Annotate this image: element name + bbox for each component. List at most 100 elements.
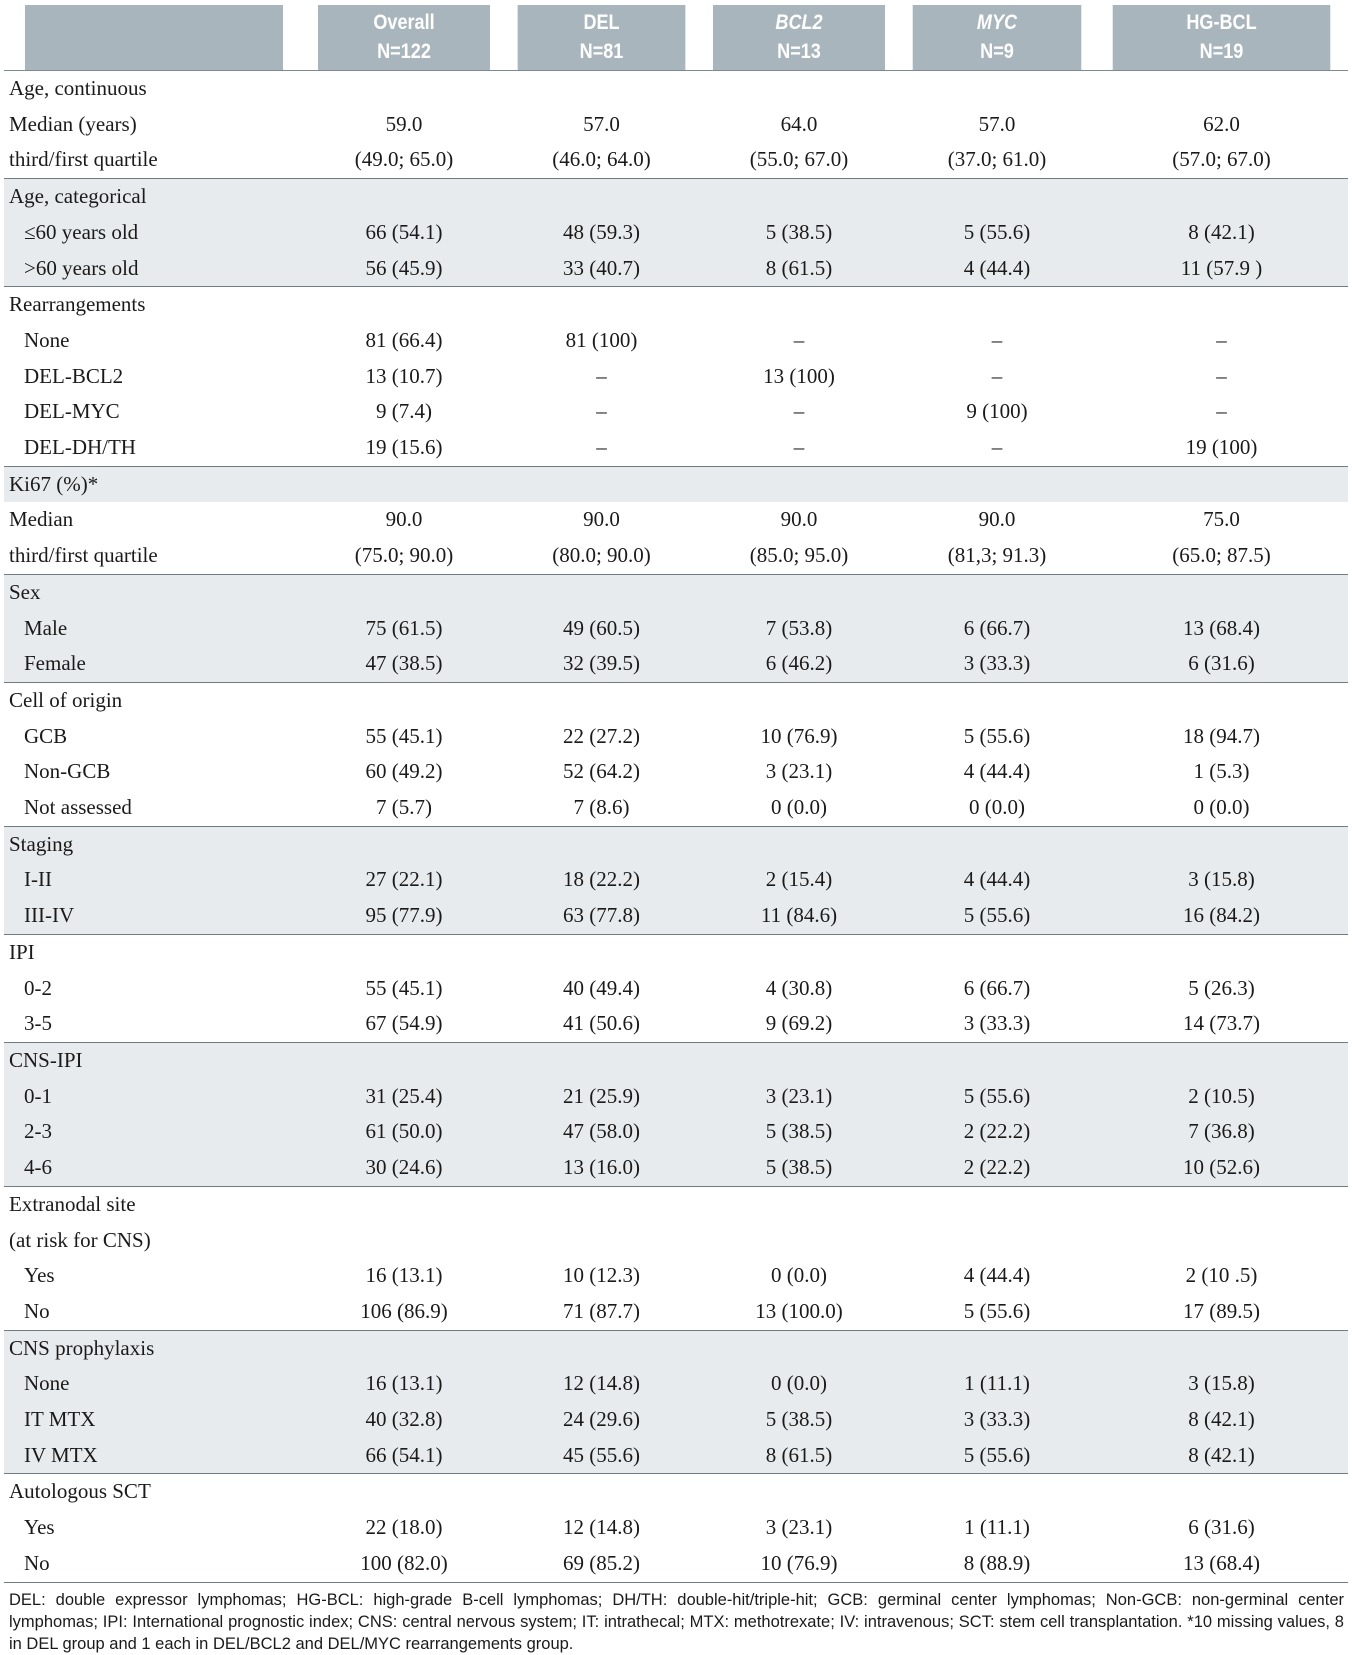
table-group: Median 90.0 90.0 90.0 90.0 75.0 third/first qu… (4, 502, 1348, 575)
row-label-no: No (4, 1293, 304, 1331)
cell-value: 90.0 (699, 502, 899, 539)
row-label-it-mtx: IT MTX (4, 1402, 304, 1438)
cell-value: 30 (24.6) (304, 1150, 504, 1187)
table-group: Cell of origin GCB 55 (45.1) 22 (27.2) 10 (7… (4, 682, 1348, 827)
cell-value (699, 286, 899, 323)
cell-value: 2 (22.2) (899, 1150, 1095, 1187)
cell-value: 31 (25.4) (304, 1078, 504, 1115)
cell-value: 5 (38.5) (699, 1402, 899, 1438)
cell-value (504, 934, 699, 971)
cell-value: (57.0; 67.0) (1095, 142, 1348, 179)
cell-value: 41 (50.6) (504, 1006, 699, 1043)
table-row: Ki67 (%)* (4, 466, 1348, 503)
cell-value: 48 (59.3) (504, 214, 699, 251)
cell-value: 106 (86.9) (304, 1293, 504, 1331)
cell-value: (65.0; 87.5) (1095, 538, 1348, 575)
cell-value: 52 (64.2) (504, 754, 699, 791)
cell-value: 0 (0.0) (1095, 790, 1348, 827)
row-label-rearrangements: Rearrangements (4, 286, 304, 323)
cell-value (899, 70, 1095, 107)
table-row: CNS prophylaxis (4, 1330, 1348, 1367)
cell-value: 8 (88.9) (899, 1545, 1095, 1583)
cell-value: 12 (14.8) (504, 1366, 699, 1403)
cell-value: 45 (55.6) (504, 1437, 699, 1474)
row-label-yes: Yes (4, 1510, 304, 1546)
cell-value (1095, 1330, 1348, 1367)
cell-value: 3 (33.3) (899, 1402, 1095, 1438)
cell-value: 75 (61.5) (304, 610, 504, 647)
cell-value (504, 1222, 699, 1259)
cell-value: 61 (50.0) (304, 1114, 504, 1151)
header-col-bcl2: BCL2 N=13 (713, 5, 885, 71)
table-row: None 81 (66.4) 81 (100) – – – (4, 322, 1348, 359)
cell-value: 81 (66.4) (304, 322, 504, 359)
cell-value: 0 (0.0) (699, 790, 899, 827)
table-row: 3-5 67 (54.9) 41 (50.6) 9 (69.2) 3 (33.3) 14 … (4, 1006, 1348, 1043)
cell-value: 8 (61.5) (699, 1437, 899, 1474)
cell-value: – (504, 358, 699, 395)
cell-value: 81 (100) (504, 322, 699, 359)
cell-value: 1 (11.1) (899, 1510, 1095, 1546)
cell-value: 66 (54.1) (304, 214, 504, 251)
cell-value: 75.0 (1095, 502, 1348, 539)
cell-value: 27 (22.1) (304, 862, 504, 899)
cell-value: 3 (23.1) (699, 1078, 899, 1115)
cell-value (1095, 1473, 1348, 1511)
cell-value: – (1095, 358, 1348, 395)
header-col-del: DEL N=81 (517, 5, 686, 71)
cell-value (899, 1473, 1095, 1511)
cell-value (504, 826, 699, 863)
table-row: Staging (4, 826, 1348, 863)
table-row: IV MTX 66 (54.1) 45 (55.6) 8 (61.5) 5 (55.6)… (4, 1437, 1348, 1474)
cell-value: 56 (45.9) (304, 250, 504, 287)
cell-value: 14 (73.7) (1095, 1006, 1348, 1043)
table-row: GCB 55 (45.1) 22 (27.2) 10 (76.9) 5 (55.6) 18… (4, 718, 1348, 755)
cell-value: 16 (84.2) (1095, 898, 1348, 935)
table-row: I-II 27 (22.1) 18 (22.2) 2 (15.4) 4 (44.4) 3 … (4, 862, 1348, 899)
cell-value: 3 (33.3) (899, 646, 1095, 683)
cell-value (1095, 574, 1348, 611)
cell-value: 8 (42.1) (1095, 1437, 1348, 1474)
cell-value (699, 826, 899, 863)
cell-value: – (1095, 322, 1348, 359)
cell-value (699, 1042, 899, 1079)
table-footnote: DEL: double expressor lymphomas; HG-BCL:… (9, 1590, 1344, 1653)
cell-value: (80.0; 90.0) (504, 538, 699, 575)
row-label-median: Median (4, 502, 304, 539)
row-label-median-years: Median (years) (4, 106, 304, 143)
table-row: III-IV 95 (77.9) 63 (77.8) 11 (84.6) 5 (55.6… (4, 898, 1348, 935)
table-group: CNS-IPI 0-1 31 (25.4) 21 (25.9) 3 (23.1) 5 (5… (4, 1042, 1348, 1187)
cell-value (504, 682, 699, 719)
row-label-yes: Yes (4, 1258, 304, 1294)
cell-value (1095, 1222, 1348, 1259)
cell-value: 60 (49.2) (304, 754, 504, 791)
cell-value: 47 (38.5) (304, 646, 504, 683)
cell-value: 6 (66.7) (899, 970, 1095, 1007)
cell-value: 12 (14.8) (504, 1510, 699, 1546)
table-row: 2-3 61 (50.0) 47 (58.0) 5 (38.5) 2 (22.2) 7 (… (4, 1114, 1348, 1151)
table-row: DEL-BCL2 13 (10.7) –13 (100) – – (4, 358, 1348, 395)
row-label-del-dh-th: DEL-DH/TH (4, 430, 304, 467)
cell-value: 4 (30.8) (699, 970, 899, 1007)
cell-value (899, 1222, 1095, 1259)
cell-value (699, 1330, 899, 1367)
cell-value: 55 (45.1) (304, 970, 504, 1007)
row-label-ki67: Ki67 (%)* (4, 466, 304, 503)
cell-value: 40 (49.4) (504, 970, 699, 1007)
row-label-third-first-quartile: third/first quartile (4, 142, 304, 179)
cell-value: 16 (13.1) (304, 1258, 504, 1294)
table-row: Non-GCB 60 (49.2) 52 (64.2) 3 (23.1) 4 (44.4… (4, 754, 1348, 791)
row-label-male: Male (4, 610, 304, 647)
cell-value (1095, 286, 1348, 323)
table-row: Extranodal site (4, 1186, 1348, 1223)
cell-value: 2 (10.5) (1095, 1078, 1348, 1115)
cell-value: 90.0 (899, 502, 1095, 539)
cell-value: 22 (27.2) (504, 718, 699, 755)
cell-value: 22 (18.0) (304, 1510, 504, 1546)
cell-value: 4 (44.4) (899, 1258, 1095, 1294)
cell-value (699, 934, 899, 971)
cell-value: 32 (39.5) (504, 646, 699, 683)
cell-value: 57.0 (504, 106, 699, 143)
table-group: Staging I-II 27 (22.1) 18 (22.2) 2 (15.4) 4 (… (4, 826, 1348, 935)
table-group: Rearrangements None 81 (66.4) 81 (100) – – – DE… (4, 286, 1348, 467)
